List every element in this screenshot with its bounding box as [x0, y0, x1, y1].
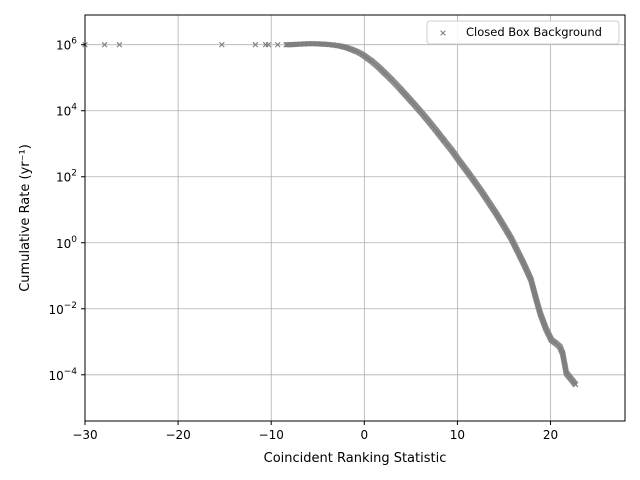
data-point — [572, 381, 578, 387]
legend-entry-label: Closed Box Background — [466, 25, 602, 39]
legend: Closed Box Background — [426, 20, 620, 45]
y-tick-label: 10−2 — [48, 301, 77, 317]
y-tick-exponent: 6 — [71, 37, 77, 47]
x-tick-label: 10 — [450, 428, 465, 442]
legend-marker-x-icon — [440, 30, 446, 36]
y-tick-exponent: −4 — [64, 367, 78, 377]
x-tick-label: 0 — [360, 428, 368, 442]
y-tick-base: 10 — [56, 39, 71, 53]
y-tick-exponent: 4 — [71, 103, 77, 113]
x-axis-label: Coincident Ranking Statistic — [264, 451, 447, 466]
y-tick-base: 10 — [48, 369, 63, 383]
data-point — [274, 41, 281, 48]
y-tick-base: 10 — [56, 171, 71, 185]
legend-box — [426, 20, 620, 45]
data-point — [219, 41, 225, 48]
y-tick-label: 104 — [56, 103, 77, 119]
y-tick-exponent: −2 — [64, 301, 77, 311]
series-points — [82, 40, 579, 388]
x-tick-label: −30 — [72, 428, 97, 442]
data-point — [563, 368, 569, 374]
data-point — [265, 41, 272, 48]
x-tick-label: −20 — [165, 428, 190, 442]
y-tick-exponent: 0 — [71, 235, 77, 245]
y-tick-label: 100 — [56, 235, 77, 251]
x-axis: −30 −20 −10 0 10 20 — [72, 421, 558, 442]
y-tick-label: 102 — [56, 169, 77, 185]
x-tick-label: −10 — [259, 428, 284, 442]
grid — [84, 15, 625, 421]
plot-frame — [84, 14, 626, 422]
y-tick-base: 10 — [48, 303, 63, 317]
data-point — [284, 41, 291, 48]
y-axis-label: Cumulative Rate (yr⁻¹) — [18, 144, 33, 292]
data-point — [116, 41, 123, 48]
x-tick-label: 20 — [543, 428, 558, 442]
data-point — [536, 308, 543, 315]
data-point — [252, 41, 259, 48]
y-tick-base: 10 — [56, 105, 71, 119]
data-point — [101, 41, 108, 48]
y-tick-label: 106 — [56, 37, 77, 53]
data-point — [532, 292, 538, 298]
y-tick-base: 10 — [56, 237, 71, 251]
legend-marker-glyph — [440, 30, 446, 36]
y-tick-exponent: 2 — [71, 169, 77, 179]
data-point — [320, 41, 327, 47]
y-tick-label: 10−4 — [48, 367, 77, 383]
